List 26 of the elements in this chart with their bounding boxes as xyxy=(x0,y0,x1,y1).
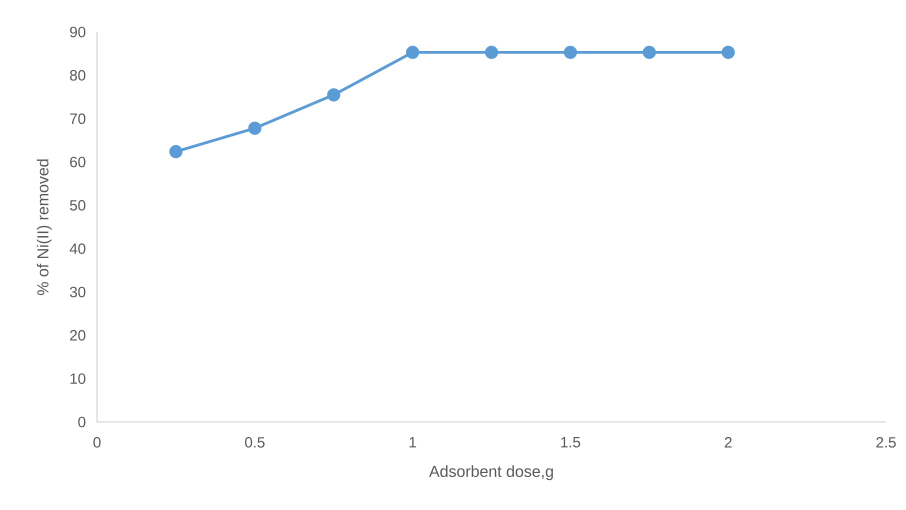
x-tick-label: 1.5 xyxy=(561,437,580,448)
x-tick-label: 0.5 xyxy=(245,437,265,448)
y-tick-label: 70 xyxy=(70,113,86,124)
x-tick-label: 2 xyxy=(724,437,732,448)
y-tick-label: 30 xyxy=(70,286,86,298)
y-tick-label: 0 xyxy=(78,416,86,428)
y-tick-label: 10 xyxy=(70,373,86,384)
point xyxy=(406,46,420,59)
y-tick-label: 40 xyxy=(70,243,86,254)
y-tick-label: 80 xyxy=(70,70,86,81)
y-tick-label: 90 xyxy=(70,26,86,38)
y-tick-label: 50 xyxy=(70,200,86,211)
x-tick-label: 0 xyxy=(93,437,101,448)
x-tick-label: 2.5 xyxy=(876,437,896,448)
point xyxy=(642,46,656,59)
point xyxy=(327,88,340,102)
point xyxy=(484,46,498,59)
point xyxy=(722,46,735,59)
y-tick-label: 60 xyxy=(70,156,86,168)
x-tick-label: 1 xyxy=(410,437,416,448)
point xyxy=(169,145,183,158)
y-axis-title: % of Ni(II) removed xyxy=(36,159,52,296)
y-tick-label: 20 xyxy=(70,330,86,341)
x-axis-title: Adsorbent dose,g xyxy=(429,465,553,480)
point xyxy=(248,122,262,135)
point xyxy=(564,46,578,59)
